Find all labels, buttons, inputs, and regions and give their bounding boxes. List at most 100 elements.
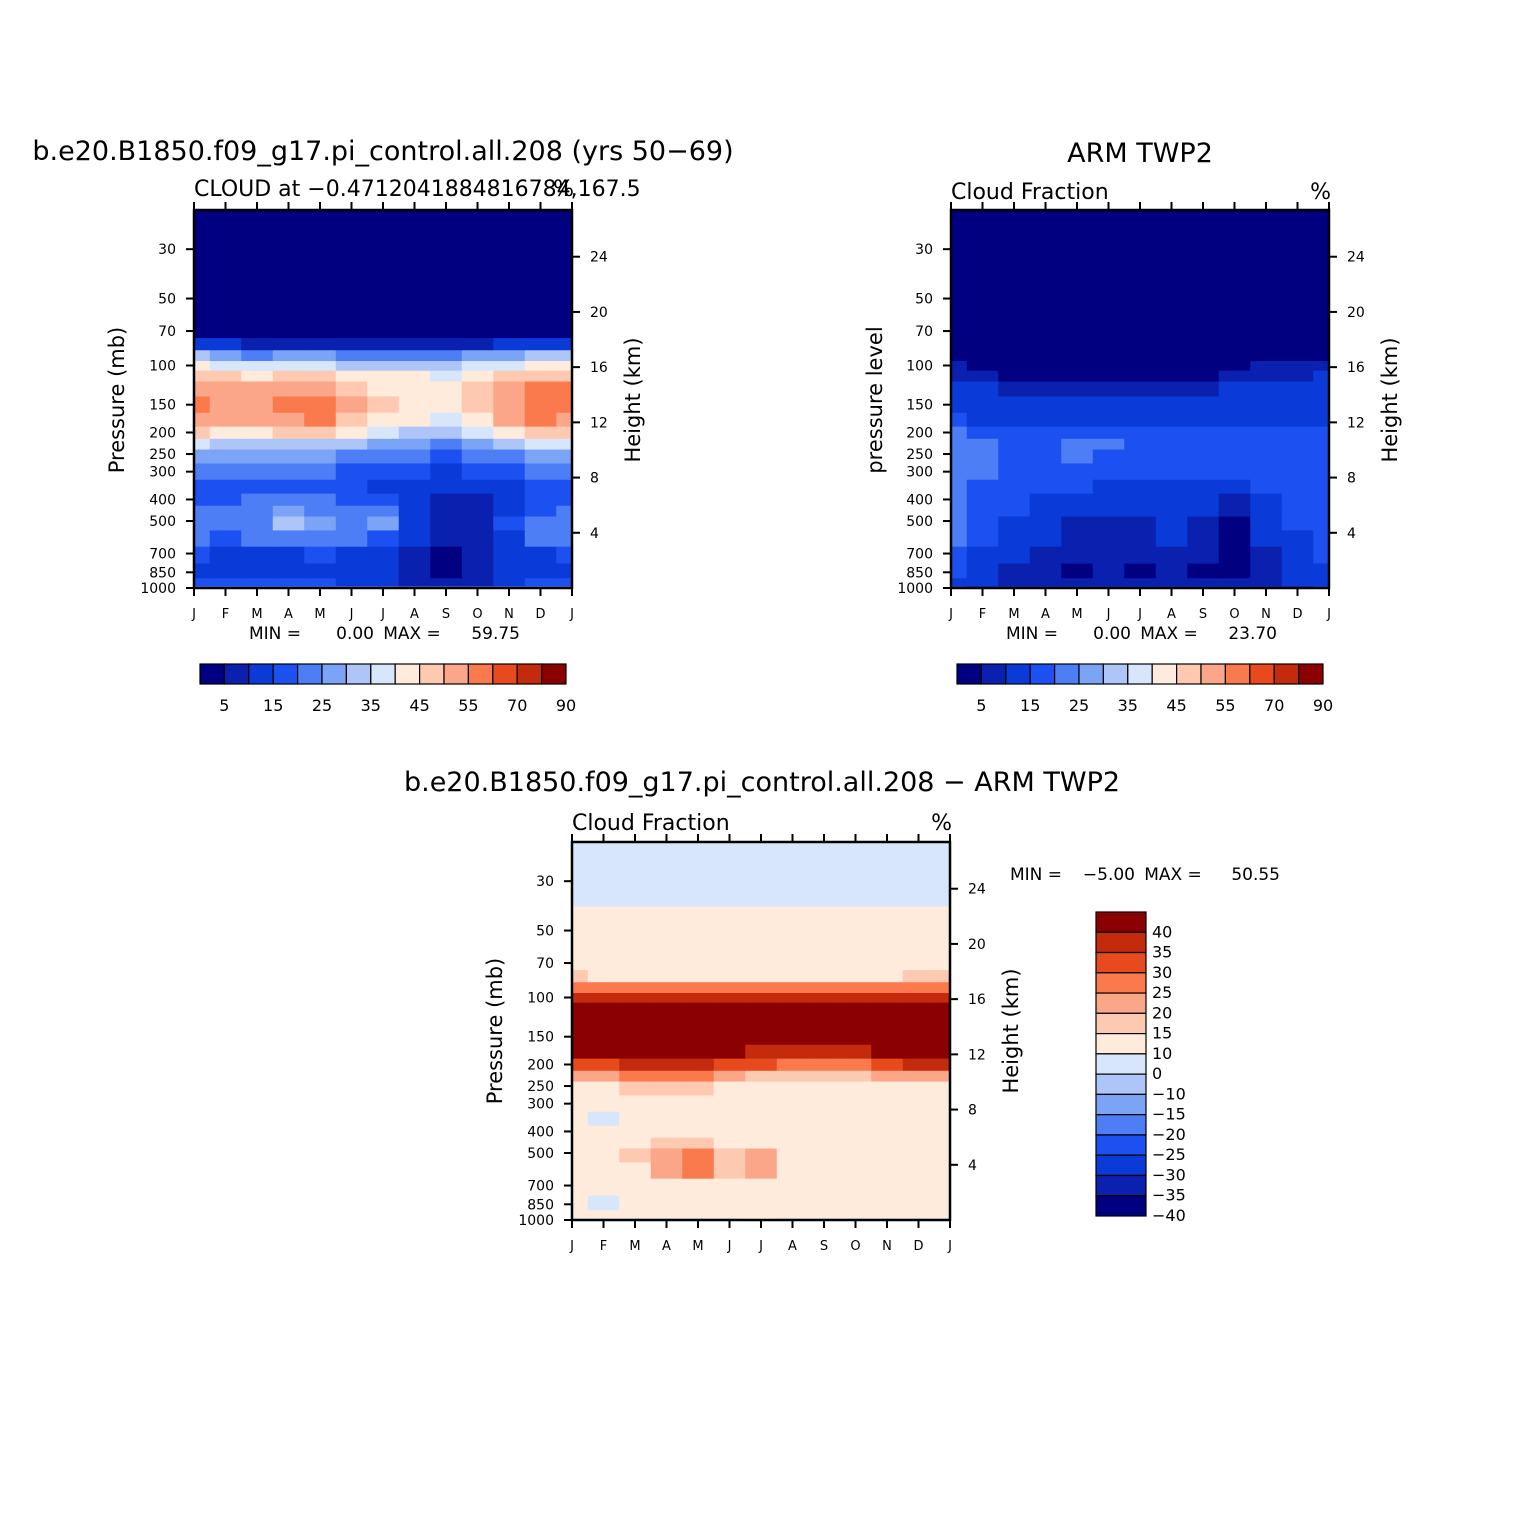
colorbar-swatch	[199, 663, 225, 685]
heatmap-cell	[1029, 370, 1062, 382]
heatmap-cell	[1155, 562, 1188, 579]
heatmap-cell	[241, 577, 274, 587]
heatmap-cell	[682, 1012, 715, 1029]
x-tick-label: J	[947, 1239, 952, 1254]
heatmap-cell	[1187, 229, 1220, 275]
heatmap-cell	[934, 1161, 950, 1179]
colorbar-swatch	[1095, 1134, 1147, 1156]
heatmap-cell	[998, 479, 1031, 494]
panel2-min-label: MIN =	[1006, 624, 1058, 644]
heatmap-cell	[951, 462, 968, 480]
heatmap-cell	[619, 1012, 652, 1029]
panel3-min-value: −5.00	[1083, 865, 1135, 885]
colorbar-label: −30	[1152, 1165, 1186, 1184]
heatmap-cell	[776, 1070, 809, 1082]
heatmap-cell	[934, 1111, 950, 1126]
heatmap-cell	[398, 314, 431, 339]
heatmap-cell	[776, 1012, 809, 1029]
y-tick-label: 150	[149, 398, 176, 414]
heatmap-cell	[493, 562, 526, 579]
heatmap-cell	[713, 992, 746, 1003]
y-tick-label: 300	[149, 465, 176, 481]
panel1-title: b.e20.B1850.f09_g17.pi_control.all.208 (…	[32, 136, 733, 167]
heatmap-cell	[587, 1080, 620, 1096]
heatmap-cell	[1124, 370, 1157, 382]
heatmap-cell	[951, 479, 968, 494]
heatmap-cell	[776, 1094, 809, 1112]
heatmap-cell	[493, 395, 526, 413]
heatmap-cell	[1029, 546, 1062, 564]
heatmap-cell	[335, 412, 368, 427]
heatmap-cell	[1313, 577, 1329, 587]
heatmap-cell	[745, 1044, 778, 1059]
heatmap-cell	[556, 412, 572, 427]
heatmap-cell	[335, 395, 368, 413]
heatmap-cell	[1218, 448, 1251, 464]
colorbar-swatch	[272, 663, 299, 685]
heatmap-cell	[1281, 337, 1314, 351]
heatmap-cell	[1250, 438, 1283, 450]
heatmap-cell	[934, 1070, 950, 1082]
colorbar-swatch	[1249, 663, 1275, 685]
x-tick-label: J	[380, 607, 385, 622]
heatmap-cell	[998, 337, 1031, 351]
heatmap-cell	[951, 380, 968, 397]
heatmap-cell	[682, 1194, 715, 1211]
heatmap-cell	[1155, 412, 1188, 427]
colorbar-swatch	[1200, 663, 1226, 685]
heatmap-cell	[650, 1111, 683, 1126]
heatmap-cell	[241, 505, 274, 517]
y-tick-label: 100	[906, 359, 933, 375]
heatmap-cell	[871, 1137, 904, 1149]
heatmap-cell	[493, 337, 526, 351]
heatmap-cell	[808, 1044, 841, 1059]
x-tick-label: O	[850, 1239, 860, 1254]
heatmap-cell	[1124, 505, 1157, 517]
heatmap-cell	[998, 370, 1031, 382]
heatmap-cell	[1281, 380, 1314, 397]
x-tick-label: J	[727, 1239, 732, 1254]
heatmap-cell	[572, 842, 589, 863]
heatmap-cell	[966, 515, 999, 531]
heatmap-cell	[241, 314, 274, 339]
heatmap-cell	[241, 412, 274, 427]
heatmap-cell	[367, 546, 400, 564]
heatmap-cell	[1061, 380, 1094, 397]
heatmap-cell	[1281, 462, 1314, 480]
x-tick-label: D	[535, 607, 545, 622]
heatmap-cell	[272, 479, 305, 494]
heatmap-cell	[272, 546, 305, 564]
heatmap-cell	[1124, 314, 1157, 339]
heatmap-cell	[745, 1058, 778, 1071]
heatmap-cell	[1218, 229, 1251, 275]
heatmap-cell	[871, 861, 904, 907]
heatmap-cell	[902, 946, 935, 971]
colorbar-label: −35	[1152, 1186, 1186, 1205]
heatmap-cell	[587, 1027, 620, 1045]
heatmap-cell	[1155, 337, 1188, 351]
colorbar-label: 30	[1152, 963, 1172, 982]
heatmap-cell	[524, 479, 557, 494]
heatmap-cell	[572, 969, 589, 983]
y-tick-label: 100	[149, 359, 176, 375]
heatmap-cell	[304, 229, 337, 275]
heatmap-cell	[745, 1194, 778, 1211]
heatmap-cell	[902, 1137, 935, 1149]
heatmap-cell	[524, 349, 557, 362]
heatmap-cell	[1092, 395, 1125, 413]
heatmap-cell	[998, 577, 1031, 587]
heatmap-cell	[1250, 412, 1283, 427]
heatmap-cell	[398, 462, 431, 480]
heatmap-cell	[556, 546, 572, 564]
heatmap-cell	[1313, 438, 1329, 450]
colorbar-swatch	[467, 663, 494, 685]
heatmap-cell	[1124, 515, 1157, 531]
heatmap-cell	[776, 1178, 809, 1196]
panel1-min-label: MIN =	[249, 624, 301, 644]
heatmap-cell	[713, 1044, 746, 1059]
heatmap-cell	[713, 946, 746, 971]
heatmap-cell	[745, 905, 778, 948]
heatmap-cell	[682, 1044, 715, 1059]
heatmap-cell	[1155, 438, 1188, 450]
